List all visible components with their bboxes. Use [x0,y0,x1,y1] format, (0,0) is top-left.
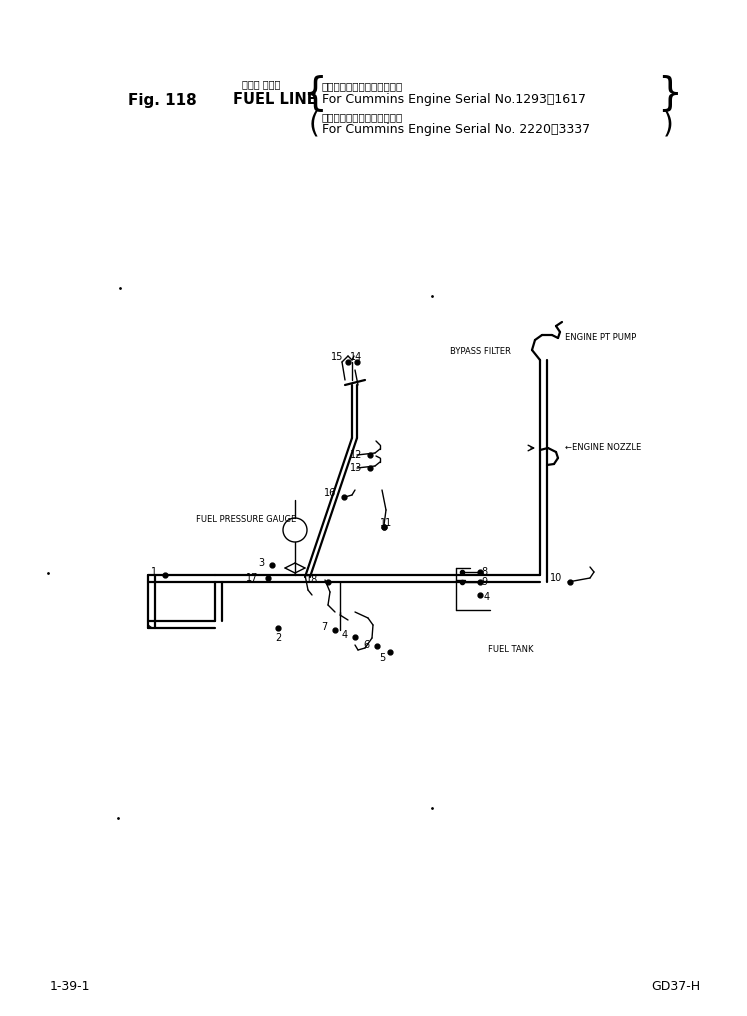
Text: 9: 9 [482,577,488,587]
Text: 5: 5 [379,653,385,663]
Text: 15: 15 [331,352,343,362]
Text: For Cummins Engine Serial No. 2220～3337: For Cummins Engine Serial No. 2220～3337 [322,124,590,136]
Text: 14: 14 [350,352,362,362]
Text: BYPASS FILTER: BYPASS FILTER [450,347,511,357]
Text: $\}$: $\}$ [657,73,679,115]
Text: 13: 13 [350,463,362,473]
Text: ENGINE PT PUMP: ENGINE PT PUMP [565,333,636,342]
Text: FUEL LINE: FUEL LINE [233,92,317,108]
Text: Fig. 118: Fig. 118 [128,92,196,108]
Text: ←ENGINE NOZZLE: ←ENGINE NOZZLE [565,444,641,452]
Text: 1-39-1: 1-39-1 [50,980,90,994]
Text: FUEL TANK: FUEL TANK [488,645,533,654]
Text: 18: 18 [306,575,318,585]
Text: 10: 10 [550,573,562,583]
Text: カミンズエンジン用通用号機: カミンズエンジン用通用号機 [322,112,403,122]
Text: For Cummins Engine Serial No.1293～1617: For Cummins Engine Serial No.1293～1617 [322,92,586,106]
Text: 8: 8 [482,567,488,577]
Text: 17: 17 [246,573,258,583]
Text: カミンズエンジン用通用号機: カミンズエンジン用通用号機 [322,81,403,91]
Text: 1: 1 [151,567,157,577]
Text: 3: 3 [258,558,264,568]
Text: 2: 2 [275,633,281,643]
Text: FUEL PRESSURE GAUGE: FUEL PRESSURE GAUGE [196,515,297,524]
Text: (: ( [309,110,320,138]
Text: 11: 11 [379,518,392,528]
Text: 4: 4 [484,592,490,602]
Text: 6: 6 [364,640,370,650]
Text: 12: 12 [350,450,362,460]
Text: 4: 4 [342,630,348,640]
Text: ): ) [663,110,673,138]
Text: 16: 16 [323,488,336,498]
Text: GD37-H: GD37-H [651,980,700,994]
Text: フェル ライン: フェル ライン [242,79,280,89]
Text: $\{$: $\{$ [302,73,324,115]
Text: 7: 7 [320,622,327,632]
